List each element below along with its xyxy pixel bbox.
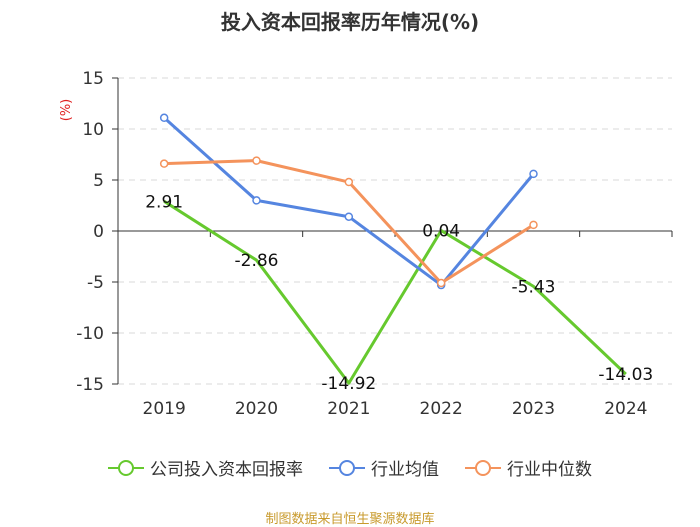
data-point-1[interactable] [529,169,538,179]
legend-item-1[interactable]: 行业均值 [329,455,439,480]
data-label: 0.04 [422,222,460,242]
data-label: -5.43 [512,277,556,297]
data-point-2[interactable] [252,156,261,165]
series-line-0 [163,200,627,385]
legend: 公司投入资本回报率 行业均值 行业中位数 [0,455,700,480]
chart-title: 投入资本回报率历年情况(%) [220,10,480,34]
data-point-2[interactable] [529,220,538,230]
y-tick-label: 0 [93,222,104,242]
y-tick-label: 15 [82,69,104,89]
legend-swatch-icon [465,459,501,477]
x-tick-label: 2022 [420,399,463,419]
source-note: 制图数据来自恒生聚源数据库 [265,512,435,527]
data-point-2[interactable] [344,177,354,187]
x-tick-label: 2020 [235,399,278,419]
data-label: 2.91 [145,192,183,212]
data-point-2[interactable] [159,159,169,168]
y-axis-label: (%) [59,99,74,122]
y-tick-label: -15 [76,375,104,395]
data-label: -14.03 [598,365,653,385]
data-labels: 2.91 -2.86 -14.92 0.04 -5.43 -14.03 [145,192,653,394]
x-tick-label: 2019 [143,399,186,419]
x-tick-label: 2021 [327,399,370,419]
y-tick-label: -10 [76,324,104,344]
grid-lines [118,77,672,385]
x-tick-label: 2023 [512,399,555,419]
legend-item-2[interactable]: 行业中位数 [465,455,592,480]
y-tick-label: 5 [93,171,104,191]
y-tick-label: 10 [82,120,104,140]
data-point-1[interactable] [159,113,169,123]
data-label: -14.92 [321,374,376,394]
series-layer [159,113,627,385]
data-point-1[interactable] [344,212,354,221]
legend-swatch-icon [329,459,365,477]
legend-label: 公司投入资本回报率 [150,460,303,480]
x-tick-label: 2024 [604,399,647,419]
data-point-2[interactable] [436,278,446,288]
data-label: -2.86 [235,251,279,271]
legend-item-0[interactable]: 公司投入资本回报率 [108,455,303,480]
legend-label: 行业中位数 [507,460,592,480]
legend-swatch-icon [108,459,144,477]
data-point-1[interactable] [252,196,261,205]
legend-label: 行业均值 [371,460,439,480]
y-tick-label: -5 [87,273,104,293]
